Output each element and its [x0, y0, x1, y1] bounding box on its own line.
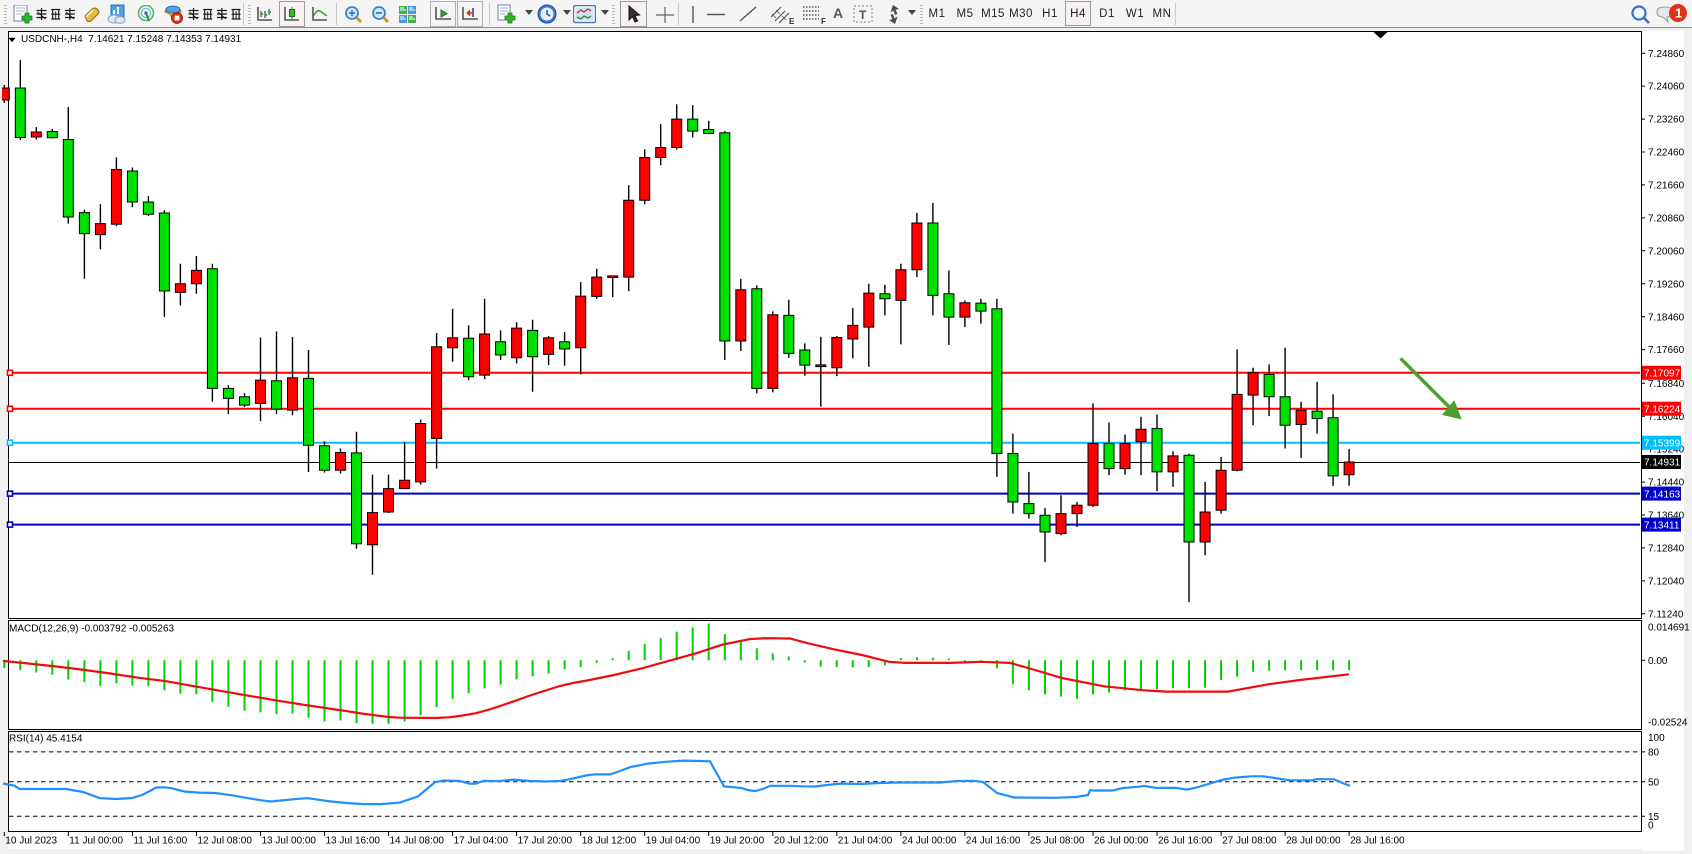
svg-text:25 Jul 08:00: 25 Jul 08:00 [1030, 836, 1085, 847]
svg-text:14 Jul 08:00: 14 Jul 08:00 [390, 836, 445, 847]
svg-text:50: 50 [1648, 777, 1660, 788]
svg-text:28 Jul 16:00: 28 Jul 16:00 [1350, 836, 1405, 847]
svg-text:7.13640: 7.13640 [1648, 511, 1685, 522]
svg-text:24 Jul 00:00: 24 Jul 00:00 [902, 836, 957, 847]
svg-text:12 Jul 08:00: 12 Jul 08:00 [197, 836, 252, 847]
svg-text:7.20060: 7.20060 [1648, 246, 1685, 257]
svg-text:7.24860: 7.24860 [1648, 49, 1685, 60]
svg-text:100: 100 [1648, 733, 1665, 744]
svg-text:7.16040: 7.16040 [1648, 412, 1685, 423]
svg-text:7.16840: 7.16840 [1648, 379, 1685, 390]
svg-text:27 Jul 08:00: 27 Jul 08:00 [1222, 836, 1277, 847]
svg-text:7.14163: 7.14163 [1644, 489, 1681, 500]
svg-text:10 Jul 2023: 10 Jul 2023 [5, 836, 57, 847]
svg-text:28 Jul 00:00: 28 Jul 00:00 [1286, 836, 1341, 847]
svg-text:7.12840: 7.12840 [1648, 544, 1685, 555]
svg-text:26 Jul 00:00: 26 Jul 00:00 [1094, 836, 1149, 847]
svg-text:7.17097: 7.17097 [1644, 369, 1681, 380]
svg-text:T: T [859, 8, 867, 22]
svg-text:21 Jul 04:00: 21 Jul 04:00 [838, 836, 893, 847]
svg-text:7.19260: 7.19260 [1648, 279, 1685, 290]
svg-text:13 Jul 00:00: 13 Jul 00:00 [262, 836, 317, 847]
svg-text:7.11240: 7.11240 [1648, 609, 1684, 620]
svg-text:7.24060: 7.24060 [1648, 82, 1685, 93]
svg-text:7.13411: 7.13411 [1644, 520, 1680, 531]
svg-text:15: 15 [1648, 812, 1660, 823]
svg-text:-0.02524: -0.02524 [1648, 717, 1688, 728]
svg-text:7.21660: 7.21660 [1648, 181, 1685, 192]
svg-text:24 Jul 16:00: 24 Jul 16:00 [966, 836, 1021, 847]
svg-text:7.23260: 7.23260 [1648, 115, 1685, 126]
svg-text:E: E [789, 17, 795, 25]
svg-text:17 Jul 20:00: 17 Jul 20:00 [518, 836, 573, 847]
svg-text:7.18460: 7.18460 [1648, 312, 1685, 323]
svg-text:1: 1 [1675, 6, 1682, 21]
svg-text:7.17660: 7.17660 [1648, 345, 1685, 356]
svg-text:0.014691: 0.014691 [1648, 623, 1690, 634]
svg-text:USDCNH-,H4 7.14621 7.15248 7.: USDCNH-,H4 7.14621 7.15248 7.14353 7.149… [21, 34, 242, 45]
svg-text:F: F [821, 17, 826, 25]
svg-text:7.14440: 7.14440 [1648, 478, 1685, 489]
svg-text:7.14931: 7.14931 [1644, 458, 1681, 469]
svg-text:18 Jul 12:00: 18 Jul 12:00 [582, 836, 637, 847]
svg-text:19 Jul 04:00: 19 Jul 04:00 [646, 836, 701, 847]
svg-text:7.15399: 7.15399 [1644, 438, 1681, 449]
svg-text:20 Jul 12:00: 20 Jul 12:00 [774, 836, 829, 847]
svg-text:7.12040: 7.12040 [1648, 577, 1685, 588]
svg-text:7.22460: 7.22460 [1648, 148, 1685, 159]
svg-text:0.00: 0.00 [1648, 656, 1668, 667]
svg-text:MACD(12,26,9) -0.003792 -0.005: MACD(12,26,9) -0.003792 -0.005263 [9, 624, 175, 635]
svg-text:26 Jul 16:00: 26 Jul 16:00 [1158, 836, 1213, 847]
svg-text:7.16224: 7.16224 [1644, 404, 1681, 415]
svg-text:7.15240: 7.15240 [1648, 445, 1685, 456]
svg-text:RSI(14) 45.4154: RSI(14) 45.4154 [9, 734, 83, 745]
svg-text:17 Jul 04:00: 17 Jul 04:00 [454, 836, 509, 847]
svg-text:7.20860: 7.20860 [1648, 214, 1685, 225]
svg-text:11 Jul 16:00: 11 Jul 16:00 [133, 836, 187, 847]
svg-text:0: 0 [1648, 820, 1654, 831]
svg-text:13 Jul 16:00: 13 Jul 16:00 [326, 836, 381, 847]
svg-text:11 Jul 00:00: 11 Jul 00:00 [69, 836, 123, 847]
svg-text:80: 80 [1648, 748, 1660, 759]
svg-text:19 Jul 20:00: 19 Jul 20:00 [710, 836, 765, 847]
